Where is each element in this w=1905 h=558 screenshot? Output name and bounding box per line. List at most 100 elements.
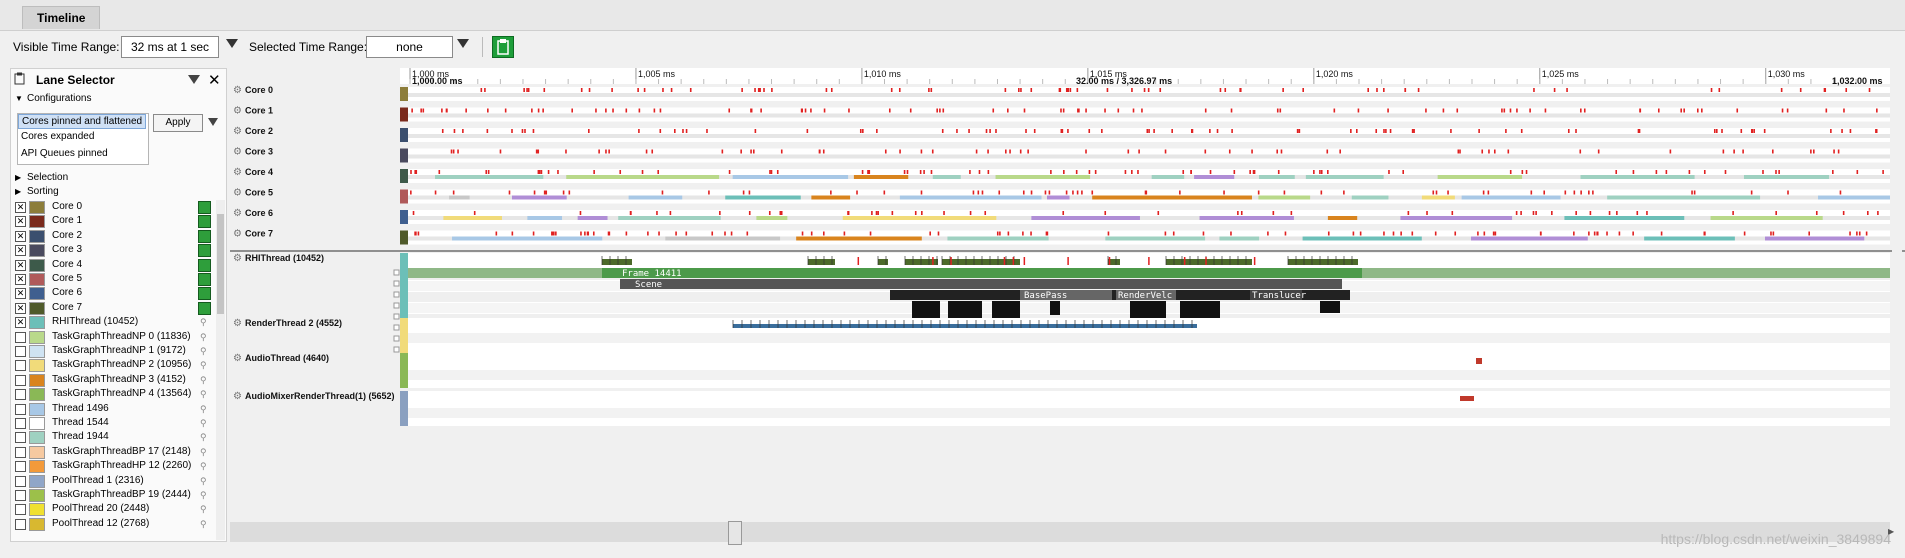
lane-list-item[interactable]: ✕ Core 1: [15, 214, 215, 229]
pin-toggle-icon[interactable]: [198, 229, 211, 243]
pin-icon[interactable]: ⚲: [200, 331, 207, 342]
lane-list-item[interactable]: TaskGraphThreadNP 4 (13564) ⚲: [15, 387, 215, 402]
sorting-header[interactable]: Sorting: [27, 186, 59, 197]
lane-checkbox[interactable]: [15, 374, 26, 386]
lane-list-item[interactable]: ✕ Core 0: [15, 200, 215, 214]
panel-menu-icon[interactable]: [188, 75, 200, 84]
lane-list-item[interactable]: PoolThread 1 (2316) ⚲: [15, 474, 215, 488]
pin-icon[interactable]: ⚲: [200, 518, 207, 529]
pin-icon[interactable]: ⚲: [200, 446, 207, 457]
config-item[interactable]: Cores expanded: [21, 131, 95, 142]
lane-checkbox[interactable]: ✕: [15, 216, 26, 228]
scrollbar-thumb[interactable]: [217, 214, 224, 314]
lane-list-item[interactable]: TaskGraphThreadNP 1 (9172) ⚲: [15, 344, 215, 358]
selection-header[interactable]: Selection: [27, 172, 69, 183]
lane-list-item[interactable]: ✕ Core 4: [15, 258, 215, 272]
pin-icon[interactable]: ⚲: [200, 360, 207, 371]
core-event-mark: [446, 108, 448, 113]
core-event-mark: [1240, 211, 1243, 215]
selected-range-dropdown-icon[interactable]: [457, 39, 469, 48]
pin-icon[interactable]: ⚲: [200, 317, 207, 328]
chevron-right-icon[interactable]: ▶: [15, 187, 22, 196]
pin-icon[interactable]: ⚲: [200, 374, 207, 385]
lane-checkbox[interactable]: ✕: [15, 202, 26, 213]
selected-range-input[interactable]: none: [366, 36, 453, 58]
lane-list-item[interactable]: ✕ Core 7: [15, 301, 215, 315]
lane-list-item[interactable]: TaskGraphThreadNP 0 (11836) ⚲: [15, 330, 215, 344]
lane-list-item[interactable]: TaskGraphThreadNP 2 (10956) ⚲: [15, 358, 215, 373]
lane-list-item[interactable]: Thread 1544 ⚲: [15, 416, 215, 430]
lane-checkbox[interactable]: ✕: [15, 317, 26, 329]
lane-checkbox[interactable]: ✕: [15, 288, 26, 300]
lane-checkbox[interactable]: [15, 518, 26, 530]
configurations-header[interactable]: Configurations: [27, 93, 92, 104]
lane-checkbox[interactable]: [15, 432, 26, 444]
lane-checkbox[interactable]: [15, 389, 26, 401]
visible-range-dropdown-icon[interactable]: [226, 39, 238, 48]
lane-list-item[interactable]: Thread 1944 ⚲: [15, 430, 215, 445]
apply-button[interactable]: Apply: [153, 114, 203, 132]
pin-icon[interactable]: ⚲: [200, 346, 207, 356]
close-icon[interactable]: ✕: [208, 72, 221, 89]
lane-list-item[interactable]: TaskGraphThreadHP 12 (2260) ⚲: [15, 459, 215, 474]
lane-checkbox[interactable]: [15, 346, 26, 357]
pin-icon[interactable]: ⚲: [200, 418, 207, 428]
config-item[interactable]: Cores pinned and flattened: [18, 114, 146, 129]
pin-icon[interactable]: ⚲: [200, 461, 207, 472]
core-event-mark: [1544, 108, 1547, 113]
pin-icon[interactable]: ⚲: [200, 475, 207, 486]
lane-list-item[interactable]: PoolThread 12 (2768) ⚲: [15, 517, 215, 531]
lane-list-item[interactable]: ✕ RHIThread (10452) ⚲: [15, 315, 215, 330]
lane-checkbox[interactable]: [15, 475, 26, 487]
lane-list-item[interactable]: TaskGraphThreadBP 19 (2444) ⚲: [15, 488, 215, 502]
lane-list-item[interactable]: ✕ Core 3: [15, 243, 215, 258]
lane-checkbox[interactable]: ✕: [15, 230, 26, 242]
pin-icon[interactable]: ⚲: [200, 432, 207, 443]
lane-checkbox[interactable]: [15, 446, 26, 458]
lane-checkbox[interactable]: [15, 490, 26, 501]
chevron-right-icon[interactable]: ▶: [15, 173, 22, 182]
chevron-down-icon[interactable]: ▼: [15, 94, 23, 103]
lane-checkbox[interactable]: [15, 461, 26, 473]
lane-list-item[interactable]: Thread 1496 ⚲: [15, 402, 215, 416]
lane-checkbox[interactable]: [15, 418, 26, 429]
visible-range-input[interactable]: 32 ms at 1 sec: [121, 36, 219, 58]
lane-checkbox[interactable]: [15, 331, 26, 343]
pin-icon[interactable]: ⚲: [200, 403, 207, 414]
pin-toggle-icon[interactable]: [198, 215, 211, 229]
pin-toggle-icon[interactable]: [198, 244, 211, 258]
lane-list-item[interactable]: ✕ Core 2: [15, 229, 215, 243]
lane-checkbox[interactable]: [15, 403, 26, 415]
pin-toggle-icon[interactable]: [198, 258, 211, 272]
lane-checkbox[interactable]: [15, 360, 26, 372]
horizontal-scrollbar[interactable]: [230, 522, 1890, 542]
lane-checkbox[interactable]: ✕: [15, 302, 26, 314]
core-event-mark: [659, 129, 662, 133]
scrollbar-thumb[interactable]: [728, 521, 742, 545]
pin-icon[interactable]: ⚲: [200, 389, 207, 400]
lane-checkbox[interactable]: ✕: [15, 259, 26, 271]
core-event-mark: [1327, 231, 1330, 236]
pin-icon[interactable]: ⚲: [200, 490, 207, 500]
config-item[interactable]: API Queues pinned: [21, 148, 108, 159]
lane-list-item[interactable]: TaskGraphThreadBP 17 (2148) ⚲: [15, 445, 215, 459]
lane-list-item[interactable]: ✕ Core 5: [15, 272, 215, 286]
pin-icon[interactable]: ⚲: [200, 504, 207, 515]
core-event-mark: [410, 170, 412, 174]
lane-list-item[interactable]: TaskGraphThreadNP 3 (4152) ⚲: [15, 373, 215, 387]
pin-toggle-icon[interactable]: [198, 301, 211, 315]
scroll-right-icon[interactable]: ▶: [1888, 527, 1895, 536]
lane-checkbox[interactable]: ✕: [15, 245, 26, 257]
lane-list-scrollbar[interactable]: [216, 200, 225, 540]
lane-checkbox[interactable]: [15, 504, 26, 516]
core-event-mark: [1069, 88, 1072, 92]
lane-list-item[interactable]: PoolThread 20 (2448) ⚲: [15, 502, 215, 517]
pin-toggle-icon[interactable]: [198, 287, 211, 301]
apply-dropdown-icon[interactable]: [208, 118, 218, 126]
clipboard-icon[interactable]: [492, 36, 514, 58]
lane-list-item[interactable]: ✕ Core 6: [15, 286, 215, 301]
lane-checkbox[interactable]: ✕: [15, 274, 26, 285]
pin-toggle-icon[interactable]: [198, 273, 211, 286]
tab-timeline[interactable]: Timeline: [22, 6, 101, 29]
pin-toggle-icon[interactable]: [198, 201, 211, 214]
